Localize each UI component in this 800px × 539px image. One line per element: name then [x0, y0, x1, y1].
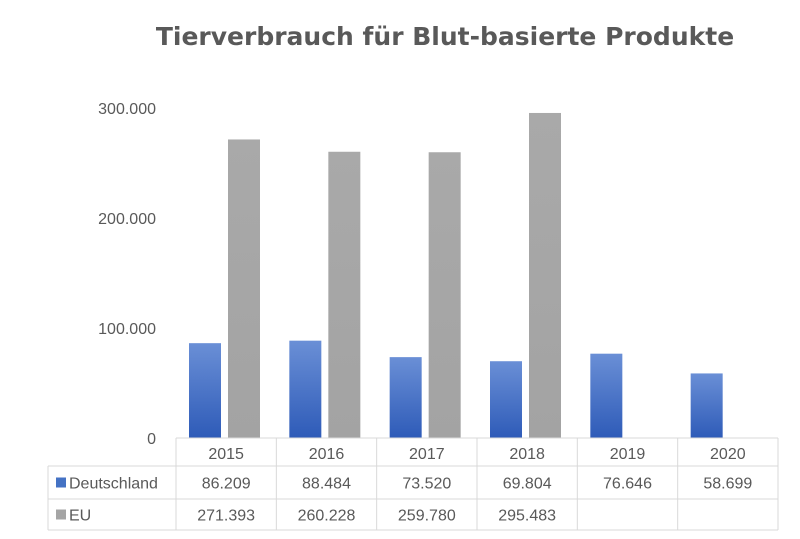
- data-label: 76.646: [603, 476, 652, 493]
- data-label: 260.228: [298, 508, 356, 525]
- data-label: 259.780: [398, 508, 456, 525]
- bar-eu-2018: [529, 112, 561, 439]
- chart-title: Tierverbrauch für Blut-basierte Produkte: [156, 22, 734, 51]
- bar-deutschland-2018: [490, 361, 522, 438]
- legend-label: EU: [69, 508, 91, 525]
- bar-deutschland-2019: [590, 353, 623, 438]
- x-tick-label: 2016: [309, 446, 345, 463]
- bar-eu-2016: [328, 151, 361, 438]
- y-tick-label: 300.000: [98, 101, 156, 118]
- y-tick-label: 0: [147, 431, 156, 448]
- y-tick-label: 100.000: [98, 321, 156, 338]
- legend-swatch-eu: [56, 509, 66, 520]
- x-tick-label: 2015: [208, 446, 244, 463]
- legend-label: Deutschland: [69, 476, 158, 493]
- data-label: 69.804: [503, 476, 552, 493]
- x-tick-label: 2018: [509, 446, 545, 463]
- x-tick-label: 2017: [409, 446, 445, 463]
- data-label: 58.699: [703, 476, 752, 493]
- bar-deutschland-2016: [289, 340, 322, 438]
- x-tick-label: 2020: [710, 446, 746, 463]
- bar-eu-2017: [428, 152, 461, 438]
- legend-swatch-deutschland: [56, 477, 66, 488]
- x-tick-label: 2019: [610, 446, 646, 463]
- data-label: 73.520: [402, 476, 451, 493]
- data-label: 271.393: [197, 508, 255, 525]
- bar-deutschland-2017: [389, 357, 422, 438]
- y-tick-label: 200.000: [98, 211, 156, 228]
- bar-deutschland-2020: [690, 373, 723, 438]
- bar-eu-2015: [228, 139, 260, 438]
- bar-deutschland-2015: [189, 343, 221, 438]
- data-label: 295.483: [498, 508, 556, 525]
- data-label: 86.209: [202, 476, 251, 493]
- data-label: 88.484: [302, 476, 351, 493]
